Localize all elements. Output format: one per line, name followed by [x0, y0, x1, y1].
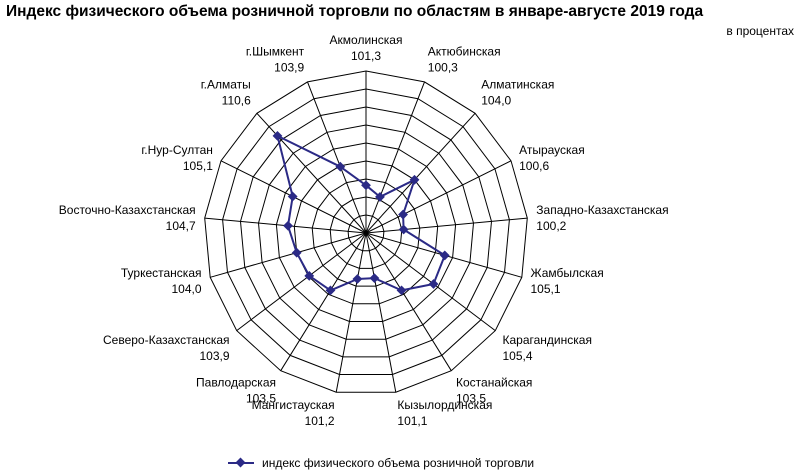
value-label: 101,3 — [351, 49, 381, 63]
grid-spoke — [365, 81, 425, 234]
value-label: 105,4 — [503, 349, 533, 363]
category-label: г.Нур-Султан — [141, 143, 213, 157]
category-label: Жамбылская — [531, 266, 604, 280]
value-label: 103,9 — [274, 61, 304, 75]
grid-spoke — [236, 232, 367, 331]
grid-spoke — [365, 232, 452, 371]
value-label: 104,0 — [481, 94, 511, 108]
legend: индекс физического объема розничной торг… — [228, 455, 534, 471]
category-label: Атырауская — [519, 143, 585, 157]
category-label: Павлодарская — [196, 375, 276, 389]
value-label: 100,2 — [536, 219, 566, 233]
data-point — [325, 285, 336, 296]
legend-marker-icon — [228, 457, 254, 468]
category-label: Западно-Казахстанская — [536, 203, 668, 217]
grid-spoke — [210, 232, 367, 278]
category-label: Карагандинская — [503, 333, 592, 347]
value-label: 104,0 — [171, 282, 201, 296]
radar-grid — [204, 70, 528, 393]
grid-spoke — [365, 160, 512, 234]
grid-ring — [239, 106, 493, 358]
grid-spoke — [365, 217, 528, 234]
value-label: 101,1 — [397, 414, 427, 428]
category-labels: Акмолинская 101,3 Актюбинская 100,3 Алматинс… — [59, 33, 669, 428]
unit-label: в процентах — [726, 24, 794, 38]
grid-spoke — [335, 232, 367, 393]
value-label: 101,2 — [305, 414, 335, 428]
grid-spoke — [307, 81, 367, 234]
value-label: 103,9 — [199, 349, 229, 363]
value-label: 104,7 — [166, 219, 196, 233]
category-label: г.Алматы — [201, 78, 251, 92]
category-label: Мангистауская — [252, 398, 335, 412]
chart-title: Индекс физического объема розничной торг… — [6, 3, 704, 20]
value-label: 110,6 — [222, 94, 251, 108]
data-point — [352, 274, 363, 284]
grid-spoke — [365, 232, 496, 331]
category-label: Северо-Казахстанская — [103, 333, 230, 347]
category-label: Актюбинская — [428, 45, 501, 59]
data-point — [283, 220, 293, 231]
data-point — [398, 224, 409, 235]
data-point — [369, 273, 380, 284]
data-point — [272, 130, 283, 141]
value-label: 105,1 — [531, 282, 561, 296]
category-label: Кызылординская — [397, 398, 492, 412]
grid-spoke — [256, 112, 367, 234]
grid-spoke — [365, 232, 397, 393]
data-point — [304, 270, 315, 281]
category-label: Костанайская — [456, 375, 532, 389]
data-point — [409, 174, 420, 185]
data-point — [335, 161, 346, 172]
category-label: Туркестанская — [121, 266, 202, 280]
radar-spokes — [204, 71, 528, 393]
data-point — [291, 247, 302, 258]
data-point — [398, 209, 408, 220]
data-point — [287, 191, 298, 202]
category-label: г.Шымкент — [246, 45, 305, 59]
data-point — [439, 250, 450, 261]
grid-ring — [275, 142, 457, 322]
grid-ring — [257, 124, 475, 340]
value-label: 100,3 — [428, 61, 458, 75]
legend-label: индекс физического объема розничной торг… — [262, 456, 535, 470]
grid-ring — [329, 196, 403, 269]
data-point — [428, 279, 439, 289]
data-point — [396, 285, 407, 296]
grid-ring — [204, 70, 528, 393]
data-point — [375, 192, 385, 202]
grid-spoke — [280, 232, 367, 371]
series-layer — [272, 130, 450, 296]
value-label: 103,5 — [246, 391, 276, 405]
grid-spoke — [365, 112, 476, 234]
category-label: Акмолинская — [330, 33, 403, 47]
series-line — [276, 134, 446, 292]
category-label: Восточно-Казахстанская — [59, 203, 196, 217]
grid-ring — [293, 160, 439, 305]
value-label: 103,5 — [456, 391, 486, 405]
value-label: 100,6 — [519, 159, 549, 173]
grid-ring — [222, 88, 510, 375]
grid-ring — [311, 178, 421, 287]
grid-ring — [347, 214, 385, 252]
data-point — [361, 180, 371, 191]
category-label: Алматинская — [481, 78, 554, 92]
value-label: 105,1 — [183, 159, 213, 173]
